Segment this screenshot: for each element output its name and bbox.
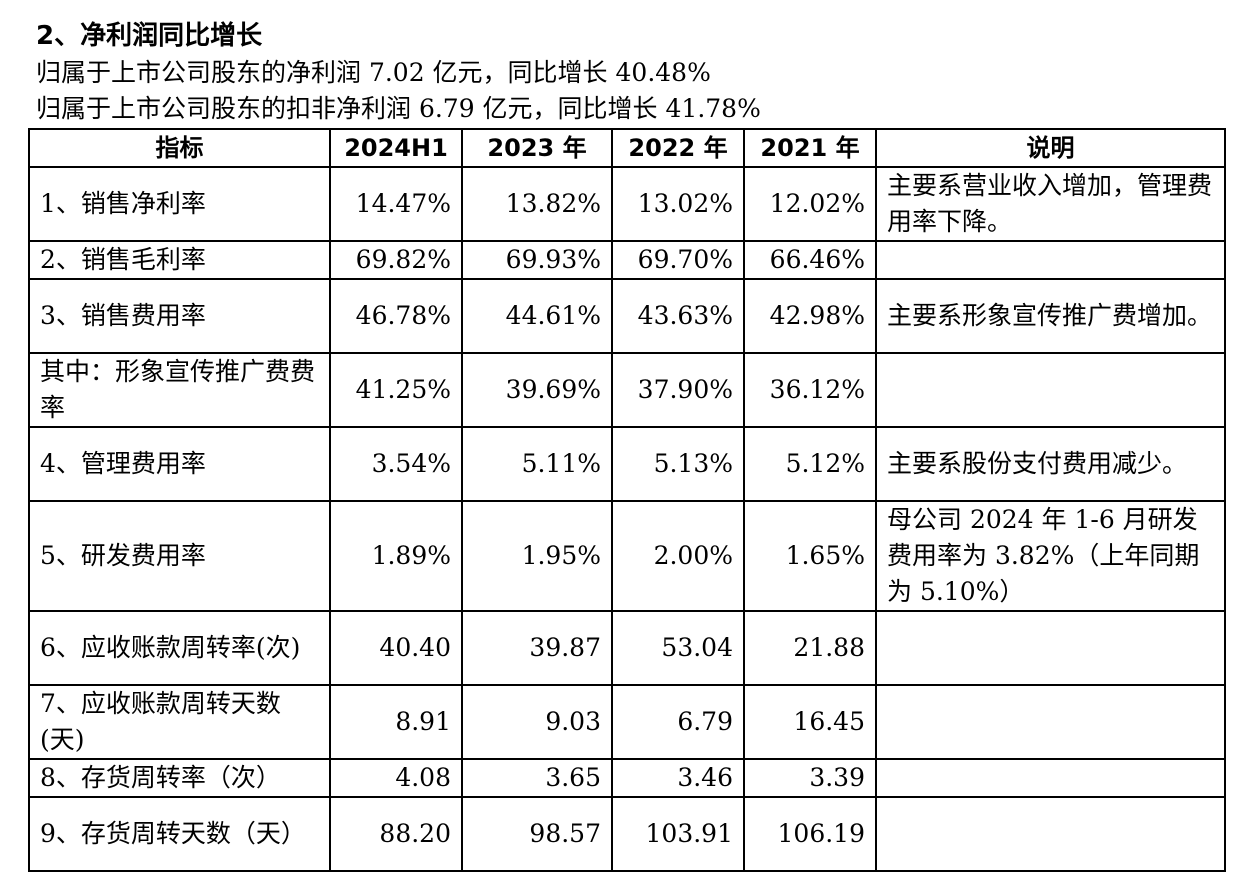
note-cell [875, 352, 1226, 428]
indicator-cell: 3、销售费用率 [28, 278, 331, 354]
table-row: 9、存货周转天数（天） 88.20 98.57 103.91 106.19 [28, 796, 1226, 872]
value-2023: 9.03 [461, 684, 613, 760]
value-2022: 5.13% [611, 426, 745, 502]
value-2023: 44.61% [461, 278, 613, 354]
header-2023: 2023 年 [461, 128, 613, 168]
header-2024h1: 2024H1 [329, 128, 463, 168]
table-row: 8、存货周转率（次） 4.08 3.65 3.46 3.39 [28, 758, 1226, 798]
value-2023: 69.93% [461, 240, 613, 280]
indicator-cell: 8、存货周转率（次） [28, 758, 331, 798]
table-row: 4、管理费用率 3.54% 5.11% 5.13% 5.12% 主要系股份支付费… [28, 426, 1226, 502]
value-2021: 36.12% [743, 352, 877, 428]
value-2022: 2.00% [611, 500, 745, 612]
net-profit-summary: 归属于上市公司股东的净利润 7.02 亿元，同比增长 40.48% [36, 58, 711, 87]
value-2024h1: 40.40 [329, 610, 463, 686]
value-2024h1: 46.78% [329, 278, 463, 354]
indicator-cell: 5、研发费用率 [28, 500, 331, 612]
value-2021: 12.02% [743, 166, 877, 242]
note-cell [875, 240, 1226, 280]
table-row: 其中：形象宣传推广费费率 41.25% 39.69% 37.90% 36.12% [28, 352, 1226, 428]
value-2022: 3.46 [611, 758, 745, 798]
value-2022: 37.90% [611, 352, 745, 428]
value-2022: 6.79 [611, 684, 745, 760]
table-row: 6、应收账款周转率(次) 40.40 39.87 53.04 21.88 [28, 610, 1226, 686]
value-2024h1: 41.25% [329, 352, 463, 428]
note-cell: 母公司 2024 年 1-6 月研发费用率为 3.82%（上年同期为 5.10%… [875, 500, 1226, 612]
table-header-row: 指标 2024H1 2023 年 2022 年 2021 年 说明 [28, 128, 1226, 168]
value-2022: 69.70% [611, 240, 745, 280]
value-2021: 5.12% [743, 426, 877, 502]
value-2021: 3.39 [743, 758, 877, 798]
indicator-cell: 6、应收账款周转率(次) [28, 610, 331, 686]
value-2024h1: 69.82% [329, 240, 463, 280]
value-2021: 16.45 [743, 684, 877, 760]
value-2023: 98.57 [461, 796, 613, 872]
table-row: 7、应收账款周转天数(天) 8.91 9.03 6.79 16.45 [28, 684, 1226, 760]
indicator-cell: 4、管理费用率 [28, 426, 331, 502]
note-cell: 主要系营业收入增加，管理费用率下降。 [875, 166, 1226, 242]
table-row: 1、销售净利率 14.47% 13.82% 13.02% 12.02% 主要系营… [28, 166, 1226, 242]
indicator-cell: 2、销售毛利率 [28, 240, 331, 280]
value-2024h1: 14.47% [329, 166, 463, 242]
value-2023: 3.65 [461, 758, 613, 798]
value-2022: 13.02% [611, 166, 745, 242]
note-cell [875, 684, 1226, 760]
value-2021: 21.88 [743, 610, 877, 686]
note-cell [875, 758, 1226, 798]
section-heading: 2、净利润同比增长 [36, 21, 263, 51]
financial-metrics-table: 指标 2024H1 2023 年 2022 年 2021 年 说明 1、销售净利… [28, 128, 1226, 872]
value-2023: 1.95% [461, 500, 613, 612]
value-2021: 42.98% [743, 278, 877, 354]
value-2022: 53.04 [611, 610, 745, 686]
note-cell: 主要系形象宣传推广费增加。 [875, 278, 1226, 354]
note-cell [875, 796, 1226, 872]
header-indicator: 指标 [28, 128, 331, 168]
header-note: 说明 [875, 128, 1226, 168]
indicator-cell: 其中：形象宣传推广费费率 [28, 352, 331, 428]
value-2023: 39.69% [461, 352, 613, 428]
value-2024h1: 3.54% [329, 426, 463, 502]
value-2024h1: 4.08 [329, 758, 463, 798]
value-2021: 106.19 [743, 796, 877, 872]
table-row: 5、研发费用率 1.89% 1.95% 2.00% 1.65% 母公司 2024… [28, 500, 1226, 612]
value-2024h1: 88.20 [329, 796, 463, 872]
indicator-cell: 7、应收账款周转天数(天) [28, 684, 331, 760]
value-2021: 1.65% [743, 500, 877, 612]
indicator-cell: 1、销售净利率 [28, 166, 331, 242]
table-row: 3、销售费用率 46.78% 44.61% 43.63% 42.98% 主要系形… [28, 278, 1226, 354]
table-row: 2、销售毛利率 69.82% 69.93% 69.70% 66.46% [28, 240, 1226, 280]
value-2024h1: 8.91 [329, 684, 463, 760]
value-2022: 103.91 [611, 796, 745, 872]
value-2024h1: 1.89% [329, 500, 463, 612]
note-cell: 主要系股份支付费用减少。 [875, 426, 1226, 502]
value-2023: 5.11% [461, 426, 613, 502]
value-2021: 66.46% [743, 240, 877, 280]
deducted-net-profit-summary: 归属于上市公司股东的扣非净利润 6.79 亿元，同比增长 41.78% [36, 94, 761, 123]
value-2023: 13.82% [461, 166, 613, 242]
note-cell [875, 610, 1226, 686]
indicator-cell: 9、存货周转天数（天） [28, 796, 331, 872]
header-2021: 2021 年 [743, 128, 877, 168]
value-2023: 39.87 [461, 610, 613, 686]
value-2022: 43.63% [611, 278, 745, 354]
header-2022: 2022 年 [611, 128, 745, 168]
